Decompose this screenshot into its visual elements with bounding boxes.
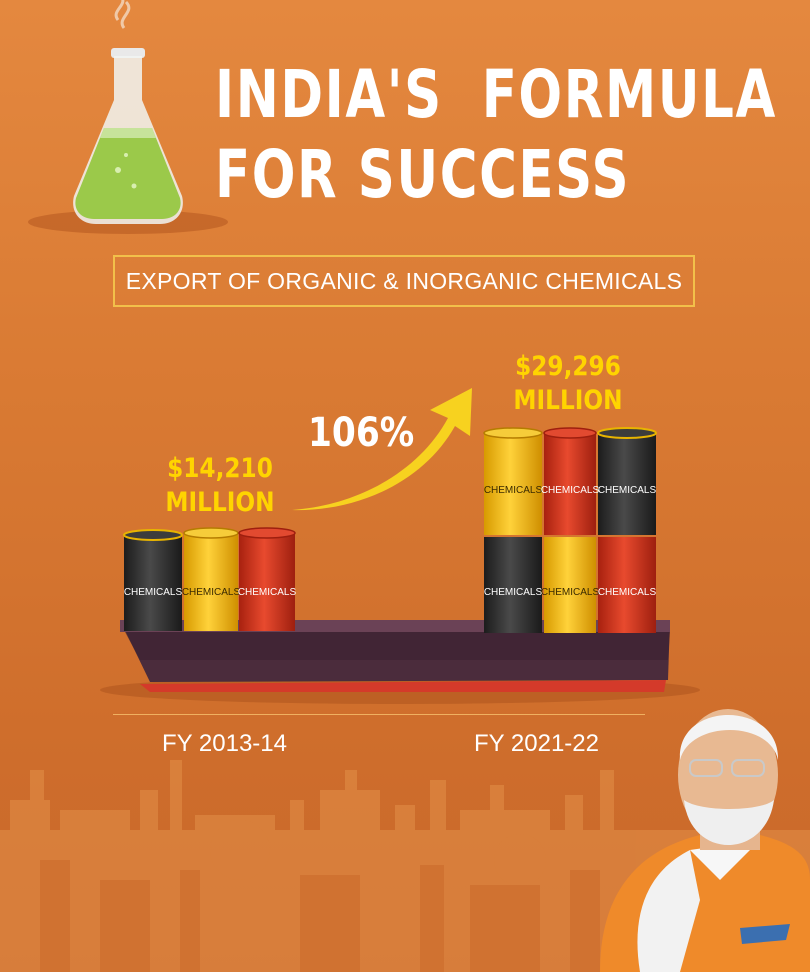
divider <box>113 714 645 715</box>
barrel-label: CHEMICALS <box>541 485 600 496</box>
value-unit: MILLION <box>165 487 275 518</box>
value-unit: MILLION <box>513 385 623 416</box>
value-amount: $14,210 <box>167 453 273 484</box>
subtitle-box: EXPORT OF ORGANIC & INORGANIC CHEMICALS <box>113 255 695 307</box>
barrel-label: CHEMICALS <box>238 587 297 598</box>
barrel-label: CHEMICALS <box>598 587 657 598</box>
title-line-1: INDIA'S FORMULA <box>215 56 777 133</box>
value-fy2013: $14,210 MILLION <box>151 452 289 520</box>
title-line-2: FOR SUCCESS <box>215 136 631 213</box>
growth-arrow-icon <box>292 388 472 511</box>
barrel-label: CHEMICALS <box>182 587 241 598</box>
period-label-right: FY 2021-22 <box>474 730 599 757</box>
barrel-label: CHEMICALS <box>484 587 543 598</box>
value-amount: $29,296 <box>515 351 621 382</box>
subtitle: EXPORT OF ORGANIC & INORGANIC CHEMICALS <box>125 267 683 294</box>
growth-percent: 106% <box>308 410 415 456</box>
period-label-left: FY 2013-14 <box>162 730 287 757</box>
barrel-label: CHEMICALS <box>598 485 657 496</box>
barrel-group-left <box>123 527 296 631</box>
barrel-label: CHEMICALS <box>541 587 600 598</box>
barrel-group-right <box>483 427 657 633</box>
barrel-label: CHEMICALS <box>124 587 183 598</box>
barrel-label: CHEMICALS <box>484 485 543 496</box>
value-fy2021: $29,296 MILLION <box>499 350 637 418</box>
